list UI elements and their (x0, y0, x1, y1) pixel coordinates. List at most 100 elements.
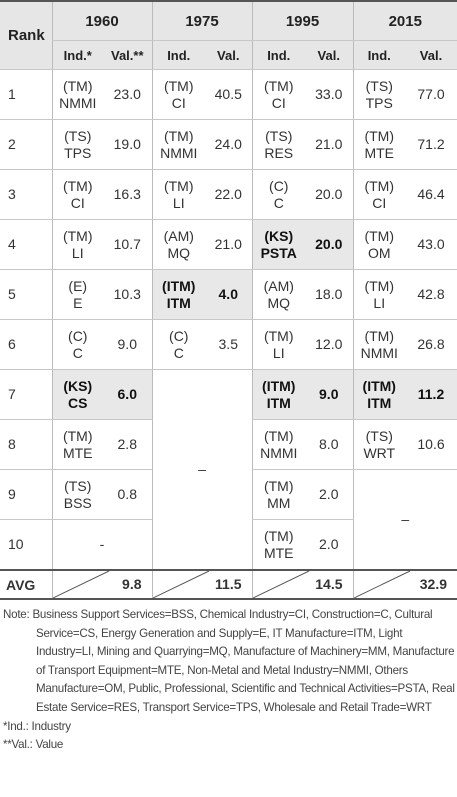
rank-cell: 4 (0, 219, 52, 270)
diagonal (52, 571, 109, 598)
rank-header: Rank (0, 0, 52, 70)
value-cell: 6.0 (103, 369, 152, 420)
table-row: 4 (TM) LI 10.7 (AM) MQ 21.0 (KS) PSTA 20.0 (TM) OM 4… (0, 219, 457, 270)
industry-cell: (TM) CI (151, 69, 205, 120)
industry-cell: (TS) TPS (51, 119, 103, 170)
industry-text: (TM) (62, 227, 93, 244)
industry-text: NMMI (160, 144, 198, 161)
industry-cell: (TM) LI (51, 219, 103, 270)
industry-cell: (TM) MTE (51, 419, 103, 470)
avg-value: 9.8 (122, 576, 142, 592)
value-cell: 21.0 (305, 119, 353, 170)
diagonal-line (353, 571, 410, 598)
industry-cell: (TM) CI (51, 169, 103, 220)
table-row: 10- (TM) MTE 2.0 (0, 519, 457, 571)
industry-text: (TM) (62, 177, 93, 194)
industry-text: MTE (62, 444, 93, 461)
industry-text: PSTA (260, 244, 297, 261)
value-cell: 0.8 (103, 469, 152, 520)
industry-text: (C) (68, 327, 88, 344)
avg-cell: 9.8 (51, 569, 152, 600)
industry-text: (TM) (364, 227, 395, 244)
industry-text: (TS) (64, 127, 92, 144)
industry-text: (ITM) (162, 277, 196, 294)
rank-cell: 8 (0, 419, 52, 470)
industry-text: ITM (367, 394, 392, 411)
table-row: 8 (TM) MTE 2.8 (TM) NMMI 8.0 (TS) WRT 10.6 (0, 419, 457, 470)
value-cell: 8.0 (305, 419, 353, 470)
table-row: 9 (TS) BSS 0.8 (TM) MM 2.0– (0, 469, 457, 571)
industry-text: (TM) (263, 77, 294, 94)
value-cell: 4.0 (205, 269, 252, 320)
avg-box: 32.9 (353, 571, 457, 598)
industry-cell: (KS) CS (51, 369, 103, 420)
industry-text: LI (71, 244, 84, 261)
footnote: *Ind.: Industry (3, 719, 71, 733)
value-cell: 20.0 (305, 169, 353, 220)
value-cell: 20.0 (305, 219, 353, 270)
industry-text: MTE (263, 544, 294, 561)
industry-cell: (TM) LI (251, 319, 305, 370)
industry-cell: (TM) CI (251, 69, 305, 120)
value-cell: 24.0 (205, 119, 252, 170)
industry-text: CI (70, 194, 85, 211)
diagonal (353, 571, 410, 598)
industry-text: (TS) (64, 477, 92, 494)
industry-text: MM (267, 494, 291, 511)
industry-text: (TM) (263, 327, 294, 344)
value-cell: 33.0 (305, 69, 353, 120)
industry-text: C (72, 344, 83, 361)
industry-text: (TM) (263, 427, 294, 444)
avg-value: 14.5 (315, 576, 343, 592)
industry-text: RES (264, 144, 294, 161)
avg-label: AVG (0, 569, 52, 600)
year-header: 2015 (352, 0, 457, 41)
industry-text: OM (367, 244, 391, 261)
avg-cell: 32.9 (352, 569, 457, 600)
industry-cell: (TM) NMMI (51, 69, 103, 120)
diagonal (152, 571, 209, 598)
industry-cell: (TS) RES (251, 119, 305, 170)
avg-box: 9.8 (52, 571, 152, 598)
empty-cell: – (352, 469, 457, 571)
industry-text: (KS) (264, 227, 294, 244)
industry-cell: (C) C (151, 319, 205, 370)
industry-cell: (TM) NMMI (251, 419, 305, 470)
industry-text: (TM) (163, 77, 194, 94)
industry-text: LI (373, 294, 386, 311)
value-cell: 77.0 (405, 69, 457, 120)
industry-text: BSS (63, 494, 92, 511)
industry-text: (TS) (265, 127, 293, 144)
industry-text: C (173, 344, 184, 361)
value-cell: 10.7 (103, 219, 152, 270)
industry-text: CS (68, 394, 88, 411)
industry-text: E (73, 294, 83, 311)
industry-cell: (TM) CI (352, 169, 405, 220)
industry-text: (KS) (63, 377, 93, 394)
avg-box: 11.5 (152, 571, 252, 598)
industry-cell: (TM) LI (352, 269, 405, 320)
diagonal-line (52, 571, 109, 598)
note-label: Note: (3, 608, 30, 621)
avg-cell: 14.5 (251, 569, 353, 600)
table-row: 2 (TS) TPS 19.0 (TM) NMMI 24.0 (TS) RES 21.0 (TM) M… (0, 119, 457, 170)
subheader: Val. (405, 40, 457, 70)
industry-cell: (E) E (51, 269, 103, 320)
avg-value: 11.5 (215, 576, 242, 592)
industry-cell: (TS) BSS (51, 469, 103, 520)
subheader: Val. (305, 40, 353, 70)
value-cell: 23.0 (103, 69, 152, 120)
industry-text: CI (271, 94, 286, 111)
avg-value: 32.9 (419, 576, 447, 592)
note-text: Business Support Services=BSS, Chemical … (32, 608, 455, 714)
year-header: 1995 (251, 0, 353, 41)
industry-cell: (ITM) ITM (352, 369, 405, 420)
value-cell: 9.0 (103, 319, 152, 370)
industry-text: (TM) (62, 77, 93, 94)
rank-cell: 7 (0, 369, 52, 420)
table-row: 3 (TM) CI 16.3 (TM) LI 22.0 (C) C 20.0 (TM) CI 46.4 (0, 169, 457, 220)
industry-cell: (C) C (251, 169, 305, 220)
industry-cell: (TS) TPS (352, 69, 405, 120)
industry-cell: (TS) WRT (352, 419, 405, 470)
industry-cell: (TM) NMMI (352, 319, 405, 370)
